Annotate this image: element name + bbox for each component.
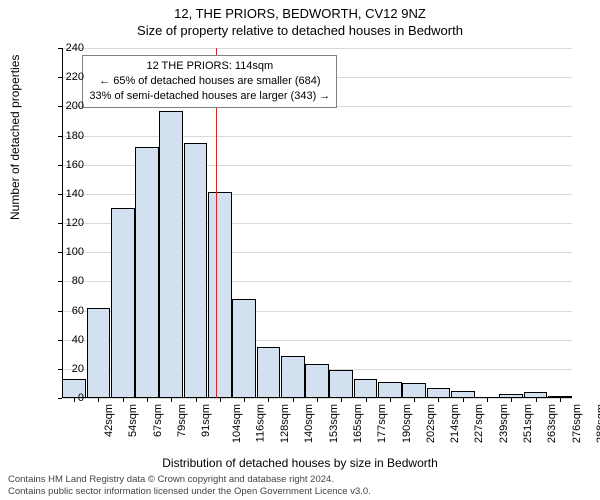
x-tick-label: 128sqm: [279, 404, 291, 443]
x-tick-label: 251sqm: [522, 404, 534, 443]
x-tick-mark: [511, 398, 512, 402]
histogram-bar: [135, 147, 159, 398]
x-tick-label: 91sqm: [200, 404, 212, 437]
gridline: [62, 48, 572, 49]
x-tick-label: 227sqm: [474, 404, 486, 443]
y-tick-label: 200: [54, 100, 84, 112]
histogram-bar: [159, 111, 183, 398]
y-tick-label: 120: [54, 217, 84, 229]
y-tick-label: 20: [54, 363, 84, 375]
x-tick-label: 202sqm: [425, 404, 437, 443]
y-axis-label: Number of detached properties: [8, 55, 22, 220]
histogram-bar: [232, 299, 256, 398]
x-tick-label: 214sqm: [449, 404, 461, 443]
histogram-bar: [208, 192, 232, 398]
histogram-bar: [305, 364, 329, 398]
histogram-bar: [329, 370, 353, 398]
x-tick-label: 177sqm: [376, 404, 388, 443]
y-tick-label: 80: [54, 275, 84, 287]
histogram-bar: [402, 383, 426, 398]
x-tick-mark: [366, 398, 367, 402]
x-tick-label: 239sqm: [498, 404, 510, 443]
footer-attribution: Contains HM Land Registry data © Crown c…: [8, 474, 371, 498]
histogram-bar: [184, 143, 208, 398]
annotation-line: 12 THE PRIORS: 114sqm: [89, 59, 330, 74]
x-tick-label: 276sqm: [571, 404, 583, 443]
footer-line-2: Contains public sector information licen…: [8, 486, 371, 498]
y-tick-label: 40: [54, 334, 84, 346]
x-tick-label: 104sqm: [231, 404, 243, 443]
x-tick-label: 288sqm: [595, 404, 600, 443]
x-tick-mark: [487, 398, 488, 402]
x-tick-mark: [560, 398, 561, 402]
x-tick-mark: [463, 398, 464, 402]
x-tick-mark: [196, 398, 197, 402]
x-tick-mark: [390, 398, 391, 402]
y-tick-label: 220: [54, 71, 84, 83]
x-tick-mark: [220, 398, 221, 402]
x-tick-mark: [536, 398, 537, 402]
y-tick-label: 180: [54, 130, 84, 142]
x-tick-mark: [244, 398, 245, 402]
y-tick-label: 60: [54, 305, 84, 317]
x-tick-label: 42sqm: [103, 404, 115, 437]
title-line-1: 12, THE PRIORS, BEDWORTH, CV12 9NZ: [0, 6, 600, 21]
x-tick-mark: [147, 398, 148, 402]
x-tick-label: 140sqm: [304, 404, 316, 443]
annotation-line: 33% of semi-detached houses are larger (…: [89, 89, 330, 104]
x-tick-label: 263sqm: [546, 404, 558, 443]
y-tick-label: 140: [54, 188, 84, 200]
chart-title-block: 12, THE PRIORS, BEDWORTH, CV12 9NZ Size …: [0, 0, 600, 38]
x-tick-label: 165sqm: [352, 404, 364, 443]
histogram-bar: [281, 356, 305, 398]
y-tick-label: 160: [54, 159, 84, 171]
x-tick-label: 67sqm: [152, 404, 164, 437]
histogram-bar: [378, 382, 402, 398]
y-tick-label: 0: [54, 392, 84, 404]
histogram-bar: [111, 208, 135, 398]
x-axis-label: Distribution of detached houses by size …: [0, 456, 600, 470]
x-tick-mark: [341, 398, 342, 402]
gridline: [62, 136, 572, 137]
x-tick-label: 54sqm: [127, 404, 139, 437]
x-tick-mark: [317, 398, 318, 402]
x-tick-label: 116sqm: [254, 404, 266, 442]
histogram-bar: [257, 347, 281, 398]
annotation-box: 12 THE PRIORS: 114sqm← 65% of detached h…: [82, 55, 337, 108]
x-tick-mark: [123, 398, 124, 402]
y-tick-label: 100: [54, 246, 84, 258]
x-tick-label: 153sqm: [328, 404, 340, 443]
x-tick-mark: [293, 398, 294, 402]
x-tick-mark: [438, 398, 439, 402]
histogram-bar: [87, 308, 111, 398]
x-axis-line: [62, 397, 572, 398]
title-line-2: Size of property relative to detached ho…: [0, 23, 600, 38]
x-tick-mark: [268, 398, 269, 402]
chart-plot-area: 12 THE PRIORS: 114sqm← 65% of detached h…: [62, 48, 572, 398]
histogram-bar: [354, 379, 378, 398]
y-tick-label: 240: [54, 42, 84, 54]
x-tick-mark: [414, 398, 415, 402]
x-tick-label: 79sqm: [176, 404, 188, 437]
footer-line-1: Contains HM Land Registry data © Crown c…: [8, 474, 371, 486]
x-tick-mark: [171, 398, 172, 402]
x-tick-mark: [98, 398, 99, 402]
annotation-line: ← 65% of detached houses are smaller (68…: [89, 74, 330, 89]
x-tick-label: 190sqm: [401, 404, 413, 443]
